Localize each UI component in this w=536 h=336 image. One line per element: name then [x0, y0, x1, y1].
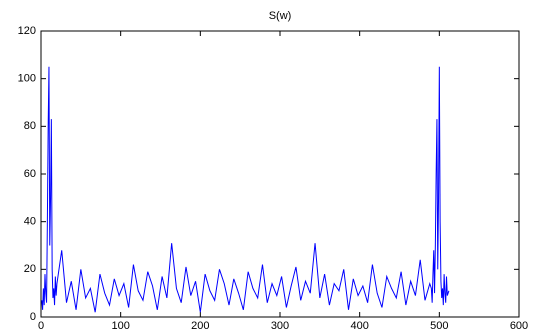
x-tick-label: 400: [350, 320, 368, 331]
y-tick-label: 80: [24, 120, 36, 132]
x-tick-label: 200: [191, 320, 209, 331]
y-tick-label: 60: [24, 168, 36, 180]
y-tick-label: 100: [18, 73, 36, 85]
x-tick-label: 300: [271, 320, 289, 331]
x-tick-label: 0: [38, 320, 44, 331]
y-tick-label: 120: [18, 25, 36, 37]
x-tick-label: 500: [430, 320, 448, 331]
chart-title: S(w): [269, 10, 292, 22]
x-tick-label: 600: [510, 320, 528, 331]
y-tick-label: 40: [24, 216, 36, 228]
y-tick-label: 20: [24, 263, 36, 275]
data-line: [41, 66, 450, 313]
x-tick-label: 100: [111, 320, 129, 331]
y-tick-label: 0: [30, 311, 36, 323]
